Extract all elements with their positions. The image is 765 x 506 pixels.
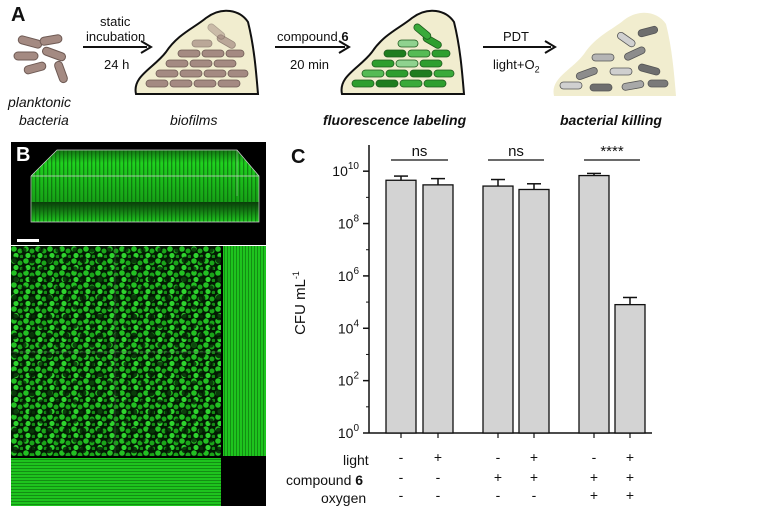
bar xyxy=(614,303,646,434)
biofilm-illustration xyxy=(134,9,260,95)
arrow1-top2: incubation xyxy=(86,29,146,44)
row-label-compound-prefix: compound xyxy=(286,472,356,488)
bar xyxy=(482,185,514,434)
scale-bar xyxy=(17,239,39,242)
bar xyxy=(578,174,610,434)
condition-sign: - xyxy=(436,487,441,503)
biofilms-label: biofilms xyxy=(170,112,218,128)
arrow-right-icon xyxy=(83,40,153,54)
arrow2-bottom: 20 min xyxy=(290,57,330,72)
planktonic-label-2: bacteria xyxy=(19,112,69,128)
y-tick-label: 106 xyxy=(338,266,360,284)
arrow-right-icon xyxy=(275,40,351,54)
significance-label: **** xyxy=(600,143,624,160)
significance-label: ns xyxy=(412,143,428,160)
condition-sign: - xyxy=(532,487,537,503)
significance-label: ns xyxy=(508,143,524,160)
condition-sign: + xyxy=(626,487,634,503)
condition-sign: + xyxy=(494,469,502,485)
condition-sign: + xyxy=(434,449,442,465)
condition-sign: + xyxy=(530,469,538,485)
y-tick-label: 102 xyxy=(338,371,360,389)
killed-biofilm-illustration xyxy=(553,12,676,96)
panel-c-letter: C xyxy=(291,146,306,168)
condition-sign: - xyxy=(399,469,404,485)
arrow2-top: compound 6 xyxy=(277,29,349,44)
bar xyxy=(385,179,417,434)
fluorescent-biofilm-illustration xyxy=(340,9,466,95)
arrow2-top-prefix: compound xyxy=(277,29,342,44)
arrow3-top: PDT xyxy=(503,29,529,44)
arrow1-bottom: 24 h xyxy=(104,57,130,72)
y-tick-label: 104 xyxy=(338,318,360,336)
confocal-3d-view xyxy=(11,142,266,245)
arrow3-bottom-sub: 2 xyxy=(534,64,540,75)
condition-sign: - xyxy=(496,487,501,503)
arrow1-top1: static xyxy=(100,14,131,29)
bar xyxy=(422,184,454,434)
condition-sign: + xyxy=(590,469,598,485)
y-tick-label: 1010 xyxy=(332,161,359,179)
row-label-compound: compound 6 xyxy=(286,472,363,488)
planktonic-bacteria-illustration xyxy=(13,34,68,84)
condition-sign: + xyxy=(626,469,634,485)
fluorescence-labeling-label: fluorescence labeling xyxy=(323,112,467,128)
row-label-oxygen: oxygen xyxy=(321,490,367,506)
condition-sign: - xyxy=(496,449,501,465)
row-label-light: light xyxy=(343,452,369,468)
condition-sign: + xyxy=(626,449,634,465)
confocal-xy-view xyxy=(11,246,266,506)
bar xyxy=(518,188,550,434)
condition-sign: - xyxy=(399,449,404,465)
arrow2-top-bold: 6 xyxy=(341,29,349,44)
arrow3-bottom-prefix: light+O xyxy=(493,57,535,72)
condition-sign: - xyxy=(399,487,404,503)
panel-a-letter: A xyxy=(11,4,26,26)
arrow3-bottom: light+O2 xyxy=(493,57,540,75)
condition-sign: - xyxy=(436,469,441,485)
y-tick-label: 100 xyxy=(338,423,360,441)
arrow-right-icon xyxy=(483,40,557,54)
row-label-compound-bold: 6 xyxy=(355,472,364,488)
condition-sign: - xyxy=(592,449,597,465)
panel-b-letter: B xyxy=(16,144,31,166)
bacterial-killing-label: bacterial killing xyxy=(560,112,662,128)
condition-sign: + xyxy=(530,449,538,465)
condition-sign: + xyxy=(590,487,598,503)
y-tick-label: 108 xyxy=(338,214,360,232)
planktonic-label-1: planktonic xyxy=(8,94,72,110)
